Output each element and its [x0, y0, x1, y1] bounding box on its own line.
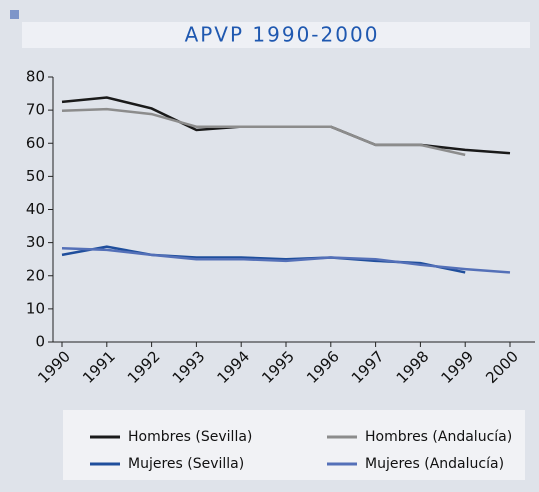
- legend-label: Hombres (Andalucía): [365, 429, 512, 445]
- series-line: [61, 107, 466, 157]
- legend-label: Mujeres (Andalucía): [365, 456, 504, 472]
- chart-title: APVP 1990-2000: [185, 23, 380, 47]
- y-tick-label: 80: [26, 68, 45, 86]
- y-tick-label: 70: [26, 101, 45, 119]
- legend-box: [63, 410, 525, 480]
- y-tick-label: 0: [35, 333, 45, 351]
- y-tick-label: 30: [26, 233, 45, 251]
- title-box: [22, 22, 530, 48]
- y-tick-label: 20: [26, 266, 45, 284]
- legend-label: Hombres (Sevilla): [128, 429, 252, 445]
- series-line: [61, 247, 511, 274]
- corner-square: [10, 10, 19, 19]
- legend-label: Mujeres (Sevilla): [128, 456, 244, 472]
- y-tick-label: 60: [26, 134, 45, 152]
- y-tick-label: 10: [26, 299, 45, 317]
- y-tick-label: 40: [26, 200, 45, 218]
- y-tick-label: 50: [26, 167, 45, 185]
